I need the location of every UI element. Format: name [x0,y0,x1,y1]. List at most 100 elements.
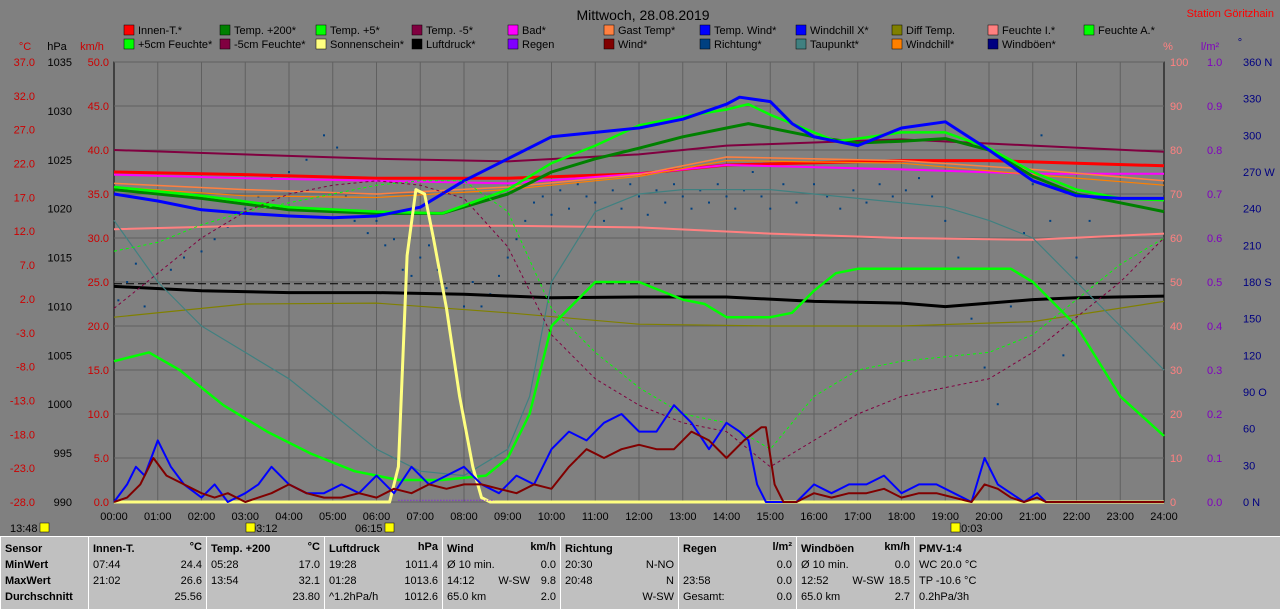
direction-point [1088,219,1091,222]
direction-point [585,195,588,198]
direction-point [1023,232,1025,235]
direction-point [970,317,973,320]
direction-point [200,250,203,253]
tick-label-kmh: 45.0 [88,101,109,113]
direction-point [629,183,632,186]
tick-label-direction: 360 N [1243,57,1272,69]
direction-point [996,403,999,406]
tick-label-rain: 0.2 [1207,409,1222,421]
tick-label-percent: 10 [1170,453,1182,465]
direction-point [1075,256,1078,259]
direction-point [375,219,378,222]
tick-label-celsius: 12.0 [14,226,35,238]
direction-point [244,207,247,210]
swatch-icon [315,38,327,50]
direction-point [436,268,439,271]
direction-point [638,195,640,198]
axis-header-celsius: °C [19,41,31,53]
stats-value: WC 20.0 °C [919,559,978,571]
tick-label-kmh: 10.0 [88,409,109,421]
sun-event: 20:03 [950,522,983,535]
direction-point [480,305,483,308]
direction-point [782,183,785,186]
stats-value: W-SW [498,575,530,587]
swatch-icon [1083,24,1095,36]
legend-label: Feuchte I.* [1002,25,1056,37]
tick-label-kmh: 25.0 [88,277,109,289]
tick-label-time: 11:00 [582,511,609,523]
stats-cell: 19:28 1011.4 [329,557,438,573]
tick-label-celsius: 2.0 [20,294,35,306]
stats-cell: 25.56 [93,589,202,605]
legend-item: Sonnenschein* [315,38,405,51]
legend-label: Diff Temp. [906,25,955,37]
direction-point [533,201,535,204]
series-line [113,180,1165,468]
stats-windboeen-title: Windböen [801,543,855,555]
swatch-icon [699,38,711,50]
sun-event: 13:48 [10,522,50,535]
legend-label: Temp. +5* [330,25,381,37]
stats-cell: W-SW [565,589,674,605]
stats-cell: 12:52 W-SW 18.5 [801,573,910,589]
swatch-icon [315,24,327,36]
direction-point [983,366,986,369]
direction-point [852,189,855,192]
direction-point [336,146,339,149]
series-line [114,188,1164,504]
stats-value: 01:28 [329,575,357,587]
direction-point [839,207,842,210]
direction-point [169,268,172,271]
tick-label-celsius: -13.0 [10,395,35,407]
direction-point [506,256,509,259]
tick-label-time: 02:00 [188,511,216,523]
stats-value: 24.4 [180,559,202,571]
stats-value: 17.0 [298,559,320,571]
tick-label-celsius: -18.0 [10,429,35,441]
tick-label-celsius: -23.0 [10,463,35,475]
tick-label-celsius: 27.0 [14,125,35,137]
tick-label-time: 06:00 [363,511,391,523]
series-line [113,102,1165,215]
stats-cell: Ø 10 min. 0.0 [801,557,910,573]
tick-label-percent: 70 [1170,189,1182,201]
tick-label-time: 04:00 [275,511,303,523]
stats-value: 0.0 [894,559,910,571]
series-line [113,404,1164,503]
legend-item: Feuchte A.* [1083,24,1156,37]
tick-label-celsius: -28.0 [10,497,35,509]
legend-item: Luftdruck* [411,38,476,51]
swatch-icon [603,24,615,36]
legend: Innen-T.* Temp. +200* Temp. +5* Temp. -5* Ba… [123,24,1156,51]
direction-point [918,177,920,180]
tick-label-kmh: 15.0 [88,365,109,377]
sunset-icon [950,522,961,533]
tick-label-celsius: 22.0 [14,159,35,171]
tick-label-percent: 80 [1170,145,1182,157]
swatch-icon [987,24,999,36]
direction-point [213,238,216,241]
stats-innen-title: Innen-T. [93,543,135,555]
legend-label: Luftdruck* [426,39,476,51]
x-axis: 00:00 01:00 02:00 03:00 04:00 05:00 06:00 07:00… [10,511,1178,535]
stats-value: 14:12 [447,575,475,587]
legend-label: +5cm Feuchte* [138,39,213,51]
tick-label-direction: 30 [1243,460,1255,472]
stats-value: 0.0 [540,559,556,571]
legend-item: Gast Temp* [603,24,676,37]
stats-cell: 21:02 26.6 [93,573,202,589]
legend-label: Temp. -5* [426,25,474,37]
tick-label-rain: 0.6 [1207,233,1222,245]
tick-label-time: 21:00 [1019,511,1047,523]
direction-point [323,134,325,137]
direction-point [559,189,562,192]
stats-windboeen: Windböen km/h Ø 10 min. 0.0 12:52 W-SW 18.5 65.… [796,537,914,609]
stats-value: 2.0 [540,591,556,603]
stats-cell: Gesamt: 0.0 [683,589,792,605]
direction-point [655,189,658,192]
tick-label-time: 09:00 [494,511,522,523]
series-line [113,138,1165,163]
tick-label-time: 08:00 [450,511,478,523]
tick-label-hpa: 995 [54,448,72,460]
tick-label-time: 20:00 [975,511,1003,523]
